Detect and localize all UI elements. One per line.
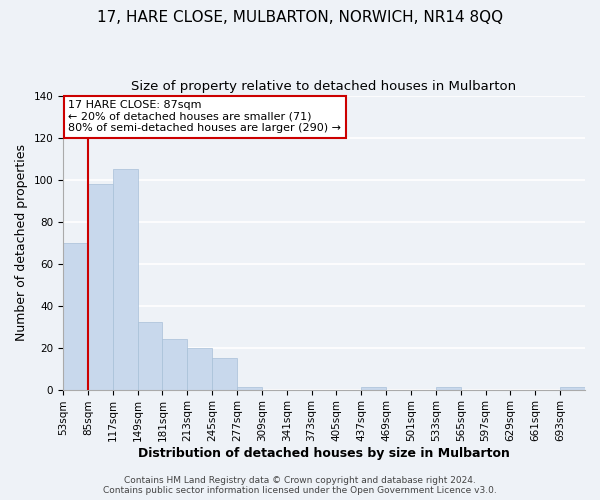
Bar bbox=[560, 388, 585, 390]
Text: 17 HARE CLOSE: 87sqm
← 20% of detached houses are smaller (71)
80% of semi-detac: 17 HARE CLOSE: 87sqm ← 20% of detached h… bbox=[68, 100, 341, 133]
Bar bbox=[113, 169, 137, 390]
X-axis label: Distribution of detached houses by size in Mulbarton: Distribution of detached houses by size … bbox=[138, 447, 510, 460]
Y-axis label: Number of detached properties: Number of detached properties bbox=[15, 144, 28, 341]
Bar bbox=[187, 348, 212, 390]
Bar bbox=[163, 339, 187, 390]
Bar bbox=[436, 388, 461, 390]
Bar bbox=[237, 388, 262, 390]
Title: Size of property relative to detached houses in Mulbarton: Size of property relative to detached ho… bbox=[131, 80, 517, 93]
Text: Contains HM Land Registry data © Crown copyright and database right 2024.
Contai: Contains HM Land Registry data © Crown c… bbox=[103, 476, 497, 495]
Bar bbox=[212, 358, 237, 390]
Bar bbox=[88, 184, 113, 390]
Bar bbox=[137, 322, 163, 390]
Text: 17, HARE CLOSE, MULBARTON, NORWICH, NR14 8QQ: 17, HARE CLOSE, MULBARTON, NORWICH, NR14… bbox=[97, 10, 503, 25]
Bar bbox=[361, 388, 386, 390]
Bar bbox=[63, 242, 88, 390]
